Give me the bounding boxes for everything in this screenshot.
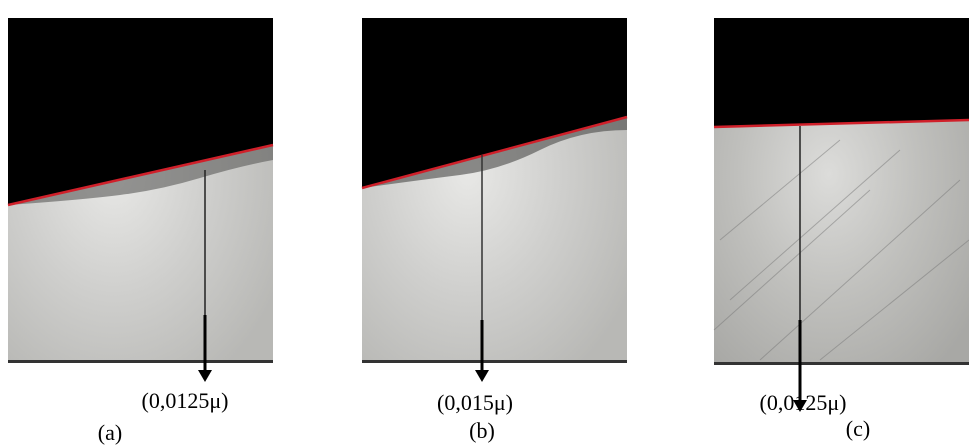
panel-b: (0,015μ) (b) <box>362 18 627 443</box>
panel-a: (0,0125μ) (a) <box>8 18 273 445</box>
panel-label: (b) <box>469 418 495 443</box>
bottom-edge <box>8 360 273 363</box>
panel-label: (c) <box>846 416 870 441</box>
value-label: (0,015μ) <box>437 390 513 415</box>
figure: (0,0125μ) (a) (0,015μ) (b) (0,0125μ) (c) <box>0 0 969 447</box>
arrow-head <box>475 370 489 382</box>
panel-c: (0,0125μ) (c) <box>714 18 969 441</box>
bottom-edge <box>714 362 969 365</box>
dark-region <box>714 18 969 127</box>
panel-label: (a) <box>98 420 122 445</box>
bottom-edge <box>362 360 627 363</box>
value-label: (0,0125μ) <box>142 388 229 413</box>
value-label: (0,0125μ) <box>760 390 847 415</box>
arrow-head <box>198 370 212 382</box>
